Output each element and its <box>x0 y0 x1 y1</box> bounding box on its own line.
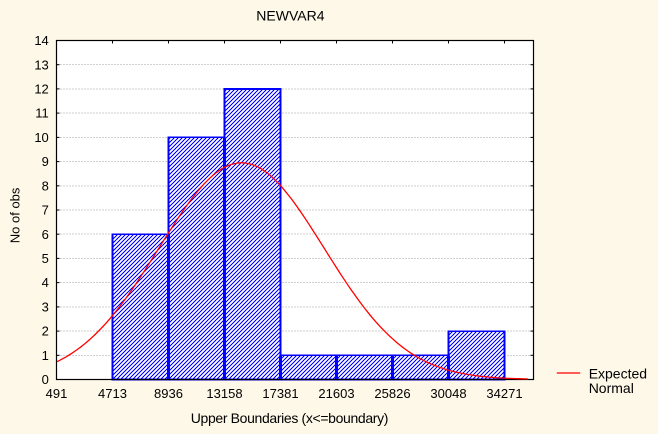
svg-text:8: 8 <box>42 178 49 193</box>
svg-text:NEWVAR4: NEWVAR4 <box>256 7 324 23</box>
svg-text:9: 9 <box>42 154 49 169</box>
svg-text:30048: 30048 <box>430 386 466 401</box>
svg-text:34271: 34271 <box>486 386 522 401</box>
svg-text:12: 12 <box>34 82 48 97</box>
svg-text:17381: 17381 <box>262 386 298 401</box>
svg-text:11: 11 <box>35 106 49 121</box>
svg-text:Normal: Normal <box>589 380 634 396</box>
svg-text:13: 13 <box>34 57 48 72</box>
svg-text:8936: 8936 <box>154 386 183 401</box>
svg-text:2: 2 <box>42 324 49 339</box>
svg-text:No of obs: No of obs <box>8 187 23 243</box>
svg-text:21603: 21603 <box>318 386 354 401</box>
svg-text:25826: 25826 <box>374 386 410 401</box>
svg-text:10: 10 <box>34 130 48 145</box>
svg-text:13158: 13158 <box>206 386 242 401</box>
svg-text:Expected: Expected <box>589 365 647 381</box>
svg-text:Upper Boundaries (x<=boundary): Upper Boundaries (x<=boundary) <box>191 410 388 426</box>
svg-text:7: 7 <box>42 203 49 218</box>
svg-text:3: 3 <box>42 300 49 315</box>
svg-text:6: 6 <box>42 227 49 242</box>
svg-text:4713: 4713 <box>98 386 127 401</box>
svg-text:1: 1 <box>42 348 49 363</box>
svg-text:491: 491 <box>46 386 68 401</box>
svg-text:4: 4 <box>42 275 49 290</box>
svg-text:5: 5 <box>42 251 49 266</box>
svg-text:14: 14 <box>34 33 48 48</box>
svg-text:0: 0 <box>42 372 49 387</box>
